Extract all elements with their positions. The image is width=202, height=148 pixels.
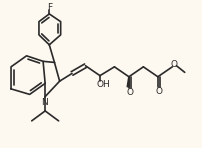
Text: O: O <box>155 87 162 96</box>
Text: O: O <box>126 88 133 97</box>
Text: OH: OH <box>96 80 109 89</box>
Text: N: N <box>41 98 47 107</box>
Text: F: F <box>46 3 52 12</box>
Text: O: O <box>170 60 177 69</box>
